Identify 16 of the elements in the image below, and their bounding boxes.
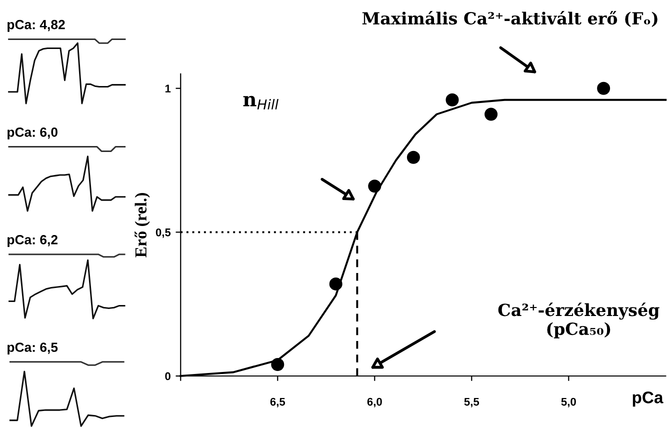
y-tick-label: 0 [165,372,170,380]
chart-title: pCa: 6,0 [8,127,58,140]
y-tick-label: 0,5 [156,228,171,238]
x-axis-title: pCa [632,392,664,407]
annotation: Ca²⁺-érzékenység (pCa₅₀) [498,302,660,338]
chart-title: pCa: 6,5 [8,342,58,355]
x-tick-label: 5,0 [561,398,576,408]
x-tick-label: 5,5 [464,398,480,408]
annotation: n$_{Hill}$ [243,96,278,110]
x-tick-label: 6,5 [270,398,286,408]
y-axis-title: Erő (rel.) [134,193,150,258]
text: Maximális Ca²⁺-aktivált erő (Fₒ) [362,11,658,27]
y-tick-label: 1 [165,84,171,92]
x-tick-label: 6,0 [367,398,382,408]
chart-title: pCa: 4,82 [8,20,65,32]
chart-title: pCa: 6,2 [8,235,58,247]
